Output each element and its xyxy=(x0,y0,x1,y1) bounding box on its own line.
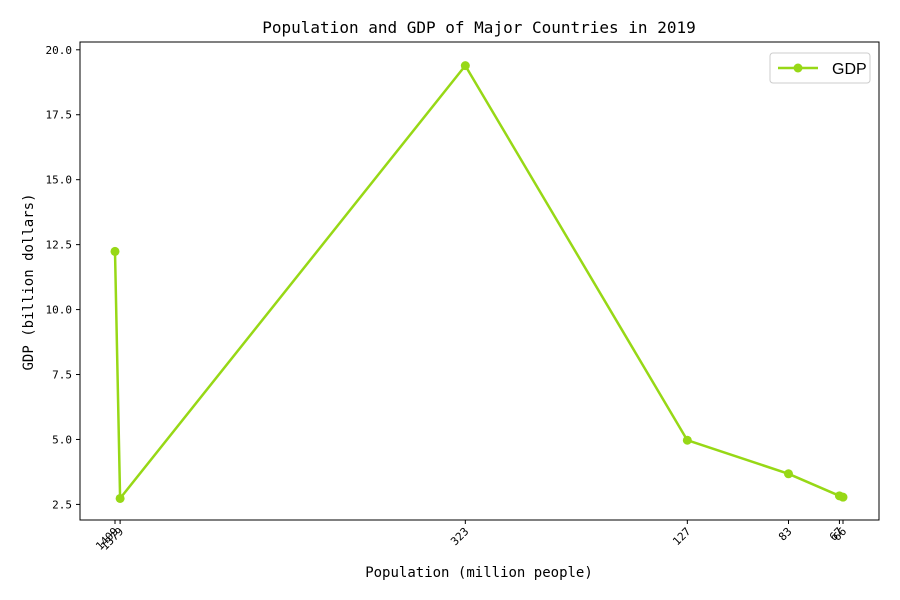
legend-swatch-marker xyxy=(793,63,803,73)
x-tick-label: 1379 xyxy=(98,525,126,553)
data-point xyxy=(110,246,120,256)
data-point xyxy=(460,61,470,71)
legend-box xyxy=(769,52,871,84)
chart-title: Population and GDP of Major Countries in… xyxy=(262,18,695,37)
y-tick-label: 7.5 xyxy=(52,369,72,382)
data-point xyxy=(682,435,692,445)
plot-frame xyxy=(79,41,880,521)
data-point xyxy=(115,493,125,503)
legend: GDP xyxy=(769,52,871,84)
y-axis-label: GDP (billion dollars) xyxy=(21,193,37,370)
legend-label: GDP xyxy=(832,61,867,78)
y-tick-label: 12.5 xyxy=(46,239,73,252)
y-tick-label: 10.0 xyxy=(46,304,73,317)
y-tick-label: 17.5 xyxy=(46,109,73,122)
x-tick-label: 83 xyxy=(776,525,795,544)
y-tick-label: 20.0 xyxy=(46,44,73,57)
x-tick-label: 127 xyxy=(670,525,693,548)
x-tick-label: 323 xyxy=(448,525,471,548)
x-axis-label: Population (million people) xyxy=(365,565,593,581)
data-point xyxy=(838,492,848,502)
y-tick-label: 5.0 xyxy=(52,433,72,446)
series-line xyxy=(113,64,844,500)
y-tick-label: 15.0 xyxy=(46,174,73,187)
data-point xyxy=(783,469,793,479)
y-tick-label: 2.5 xyxy=(52,498,72,511)
